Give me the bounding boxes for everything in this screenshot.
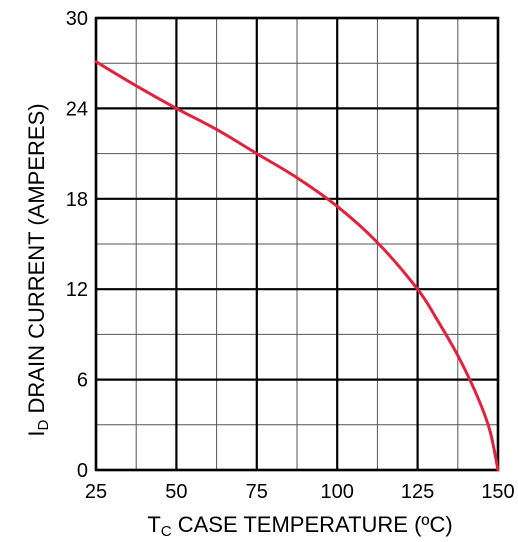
x-tick-label: 125 [401,481,434,503]
tick-labels: 25 50 75 100 125 150 0 6 12 18 24 30 [66,8,515,503]
y-tick-label: 0 [77,460,88,482]
y-tick-label: 6 [77,370,88,392]
y-tick-label: 24 [66,98,88,120]
y-axis-symbol: I [24,430,49,436]
drain-current-curve [94,60,500,472]
x-axis-title: TC CASE TEMPERATURE (ºC) [147,512,452,540]
x-tick-label: 50 [165,481,187,503]
x-tick-label: 25 [85,481,107,503]
series-layer [94,60,500,472]
y-tick-label: 18 [66,189,88,211]
x-tick-label: 75 [246,481,268,503]
x-axis-text: CASE TEMPERATURE (ºC) [172,512,453,537]
grid [94,16,500,472]
y-axis-title: ID DRAIN CURRENT (AMPERES) [24,103,52,436]
y-tick-label: 12 [66,279,88,301]
x-axis-subscript: C [161,523,172,540]
x-tick-label: 100 [321,481,354,503]
y-axis-text: DRAIN CURRENT (AMPERES) [24,103,49,419]
y-tick-label: 30 [66,8,88,30]
x-axis-symbol: T [147,512,160,537]
plot-border [94,16,500,472]
y-axis-subscript: D [35,419,52,430]
x-tick-label: 150 [481,481,514,503]
